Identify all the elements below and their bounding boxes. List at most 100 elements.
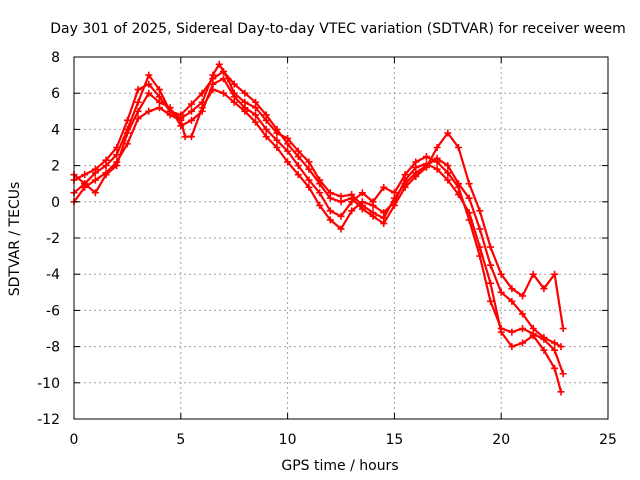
series-line	[73, 77, 565, 375]
data-point	[113, 144, 121, 151]
data-point	[540, 285, 548, 293]
data-point	[198, 107, 206, 115]
data-point	[91, 165, 99, 173]
data-point	[380, 220, 388, 228]
data-point	[369, 198, 377, 206]
data-point	[123, 140, 131, 148]
data-point	[326, 207, 334, 215]
data-point	[215, 60, 223, 68]
data-point	[305, 183, 313, 191]
data-point	[177, 122, 185, 130]
y-tick-label: 2	[51, 159, 60, 175]
data-point	[433, 158, 441, 166]
data-point	[497, 325, 505, 332]
data-point	[284, 140, 292, 148]
data-point	[519, 310, 527, 318]
y-tick-label: -12	[37, 412, 60, 428]
data-point	[316, 180, 324, 188]
data-point	[305, 158, 313, 166]
data-point	[487, 261, 495, 269]
data-point	[348, 207, 356, 215]
y-tick-label: 6	[51, 86, 60, 102]
y-tick-label: -4	[46, 267, 60, 283]
series-line	[73, 70, 565, 329]
x-tick-label: 25	[599, 432, 617, 448]
data-point	[273, 136, 281, 144]
data-point	[91, 189, 99, 197]
data-point	[187, 100, 195, 108]
data-point	[230, 80, 238, 88]
data-point	[230, 93, 238, 101]
x-tick-label: 0	[70, 432, 79, 448]
series-line	[73, 63, 562, 348]
data-point	[252, 118, 260, 126]
data-point	[220, 67, 228, 75]
data-point	[252, 111, 260, 119]
plot-area	[70, 60, 567, 396]
data-point	[433, 144, 441, 151]
data-point	[444, 169, 452, 177]
data-point	[166, 111, 174, 119]
data-point	[155, 86, 163, 94]
data-point	[454, 183, 462, 191]
data-point	[252, 98, 260, 106]
data-point	[273, 125, 281, 133]
data-point	[519, 292, 527, 300]
data-point	[262, 133, 270, 141]
data-point	[559, 370, 567, 378]
data-point	[422, 160, 430, 168]
data-point	[508, 285, 516, 293]
data-point	[241, 104, 249, 112]
y-tick-label: -2	[46, 231, 60, 247]
y-tick-label: 0	[51, 195, 60, 211]
data-point	[497, 288, 505, 296]
data-point	[465, 194, 473, 202]
data-point	[145, 80, 153, 88]
data-point	[145, 71, 153, 79]
data-point	[529, 330, 537, 338]
data-point	[134, 86, 142, 94]
data-point	[220, 89, 228, 97]
data-point	[145, 89, 153, 97]
data-point	[551, 364, 559, 372]
data-point	[326, 194, 334, 202]
data-point	[316, 201, 324, 209]
data-point	[380, 183, 388, 191]
data-point	[181, 133, 189, 141]
data-point	[358, 198, 366, 206]
data-point	[444, 162, 452, 170]
data-point	[465, 216, 473, 224]
series-2	[70, 67, 567, 332]
data-point	[519, 325, 527, 332]
data-point	[305, 176, 313, 184]
x-tick-label: 5	[176, 432, 185, 448]
data-point	[487, 243, 495, 251]
data-point	[465, 180, 473, 188]
data-point	[422, 153, 430, 161]
data-point	[412, 172, 420, 180]
data-point	[337, 198, 345, 206]
data-point	[476, 225, 484, 233]
data-point	[113, 151, 121, 159]
data-point	[91, 176, 99, 184]
data-point	[262, 111, 270, 119]
data-point	[508, 343, 516, 351]
data-point	[198, 89, 206, 97]
data-point	[123, 116, 131, 124]
data-point	[81, 171, 89, 179]
data-point	[102, 156, 110, 164]
series-4	[70, 75, 567, 378]
series-3	[70, 86, 565, 396]
x-tick-label: 10	[279, 432, 297, 448]
x-axis-label: GPS time / hours	[281, 458, 398, 474]
data-point	[559, 325, 567, 332]
data-point	[134, 107, 142, 115]
data-point	[81, 180, 89, 188]
y-tick-label: -6	[46, 303, 60, 319]
data-point	[187, 116, 195, 124]
data-point	[209, 80, 217, 88]
data-point	[305, 165, 313, 173]
data-point	[508, 297, 516, 305]
data-point	[551, 339, 559, 347]
data-point	[433, 165, 441, 173]
